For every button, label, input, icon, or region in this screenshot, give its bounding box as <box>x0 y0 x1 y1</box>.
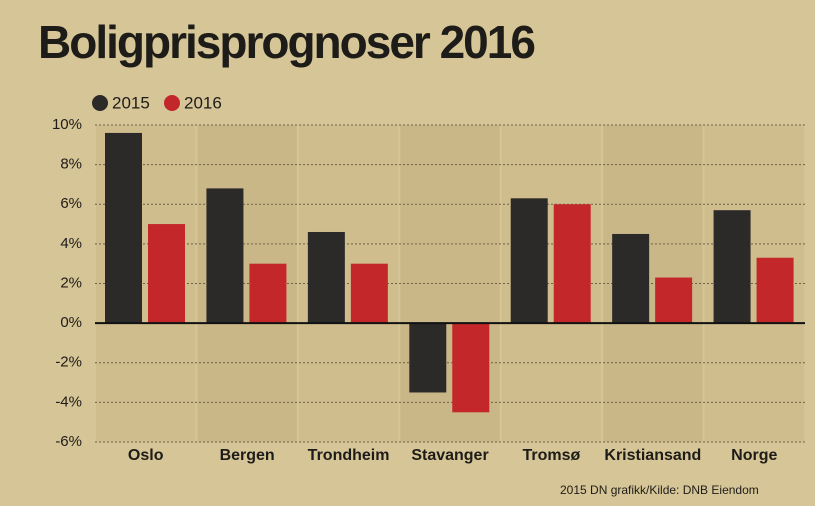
bar <box>757 258 794 323</box>
y-tick-label: 0% <box>60 314 82 331</box>
bar <box>409 323 446 392</box>
x-tick-label: Tromsø <box>523 447 581 464</box>
bar <box>206 188 243 323</box>
y-tick-label: 2% <box>60 274 82 291</box>
x-tick-label: Norge <box>731 447 777 464</box>
legend-swatch <box>164 95 180 111</box>
y-tick-label: 10% <box>52 116 82 133</box>
y-tick-label: 4% <box>60 235 82 252</box>
y-tick-label: -4% <box>55 393 82 410</box>
chart-title: Boligprisprognoser 2016 <box>38 16 534 68</box>
bar <box>249 264 286 323</box>
legend-label: 2016 <box>184 93 222 112</box>
legend-swatch <box>92 95 108 111</box>
x-tick-label: Oslo <box>128 447 164 464</box>
bar <box>714 210 751 323</box>
y-tick-label: -6% <box>55 433 82 450</box>
x-tick-label: Bergen <box>220 447 275 464</box>
x-tick-label: Kristiansand <box>604 447 701 464</box>
bar <box>148 224 185 323</box>
x-tick-label: Stavanger <box>411 447 488 464</box>
legend-label: 2015 <box>112 93 150 112</box>
x-tick-label: Trondheim <box>308 447 390 464</box>
bar <box>105 133 142 323</box>
bar <box>612 234 649 323</box>
bar <box>351 264 388 323</box>
y-tick-label: 8% <box>60 156 82 173</box>
chart: Boligprisprognoser 2016 2015 DN grafikk/… <box>0 0 815 506</box>
bar <box>452 323 489 412</box>
bar <box>554 204 591 323</box>
y-tick-label: -2% <box>55 354 82 371</box>
y-tick-label: 6% <box>60 195 82 212</box>
source: 2015 DN grafikk/Kilde: DNB Eiendom <box>560 483 759 497</box>
bar <box>511 198 548 323</box>
bar <box>308 232 345 323</box>
bar <box>655 278 692 324</box>
